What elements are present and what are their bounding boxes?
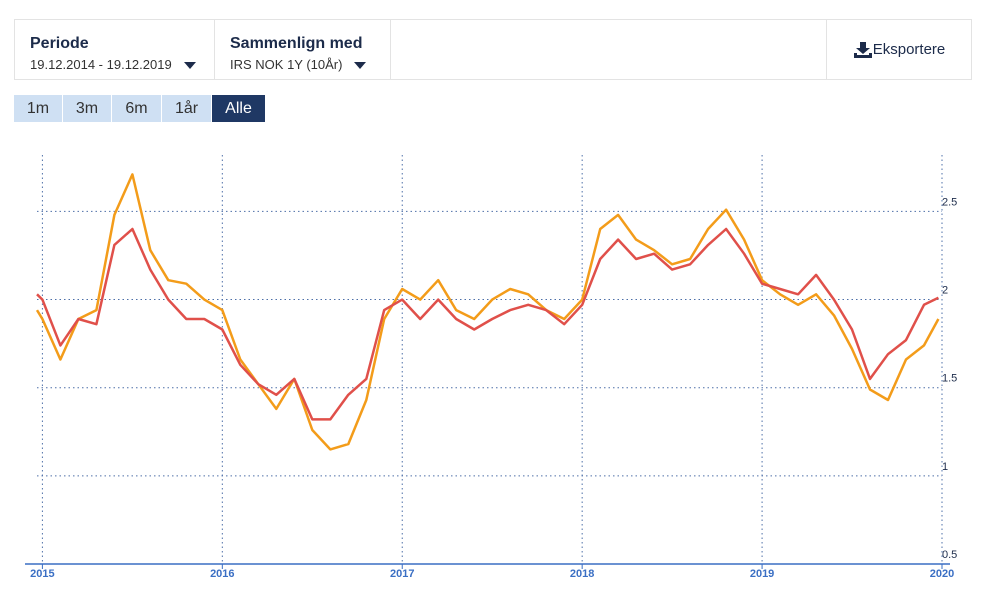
x-tick-label: 2016 [210,568,234,580]
range-button[interactable]: 1år [162,95,211,122]
toolbar: Periode 19.12.2014 - 19.12.2019 Sammenli… [14,19,972,80]
range-button[interactable]: 6m [112,95,161,122]
compare-label: Sammenlign med [230,35,363,52]
x-tick-label: 2017 [390,568,414,580]
x-tick-label: 2015 [30,568,54,580]
range-button[interactable]: 1m [14,95,62,122]
period-label: Periode [30,35,89,52]
download-icon [853,41,872,58]
y-tick-label: 1.5 [942,373,957,385]
dropdown-arrow [354,62,367,70]
x-tick-label: 2020 [930,568,954,580]
compare-value: IRS NOK 1Y (10År) [230,57,390,72]
y-tick-label: 2 [942,284,948,296]
y-tick-label: 1 [942,461,948,473]
export-label: Eksportere [872,41,946,58]
compare-series: IRS NOK 1Y (10År) [230,57,343,72]
x-tick-label: 2018 [570,568,594,580]
range-button[interactable]: 3m [63,95,111,122]
y-tick-label: 0.5 [942,549,957,561]
export-button[interactable]: Eksportere [826,20,971,79]
range-buttons: 1m 3m 6m 1år Alle [14,95,266,122]
period-value: 19.12.2014 - 19.12.2019 [30,57,214,72]
y-tick-label: 2.5 [942,196,957,208]
x-tick-label: 2019 [750,568,774,580]
series-line [35,173,940,451]
period-selector[interactable]: Periode 19.12.2014 - 19.12.2019 [15,20,215,79]
range-button[interactable]: Alle [212,95,265,122]
series-line [36,227,939,421]
period-range: 19.12.2014 - 19.12.2019 [30,57,172,72]
dropdown-arrow [183,62,196,70]
compare-selector[interactable]: Sammenlign med IRS NOK 1Y (10År) [215,20,391,79]
